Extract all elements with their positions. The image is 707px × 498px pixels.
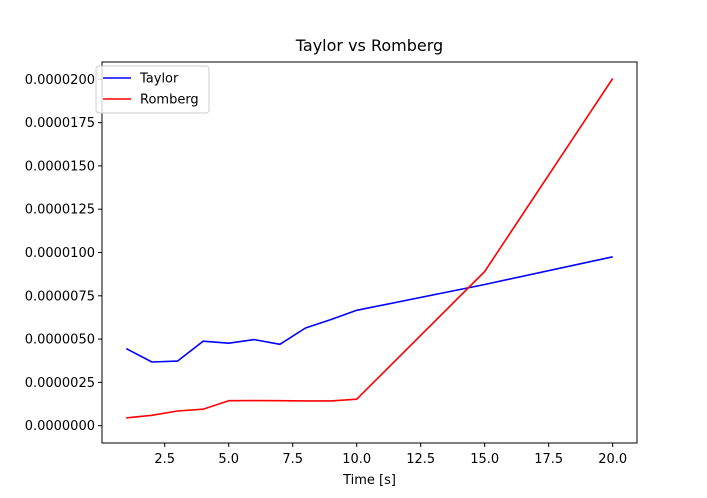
y-tick-label: 0.0000050: [25, 333, 95, 348]
x-tick-label: 10.0: [342, 452, 371, 467]
x-tick-label: 17.5: [534, 452, 563, 467]
legend: Taylor Romberg: [95, 65, 210, 114]
x-tick-label: 5.0: [218, 452, 239, 467]
y-tick-label: 0.0000100: [25, 246, 95, 261]
y-tick-label: 0.0000025: [25, 376, 95, 391]
x-axis-ticks: 2.5 5.0 7.5 10.0 12.5 15.0 17.5 20.0: [154, 443, 627, 467]
y-tick-label: 0.0000075: [25, 289, 95, 304]
y-tick-label: 0.0000000: [25, 419, 95, 434]
x-tick-label: 15.0: [470, 452, 499, 467]
y-tick-label: 0.0000175: [25, 116, 95, 131]
y-tick-label: 0.0000150: [25, 159, 95, 174]
x-tick-label: 20.0: [598, 452, 627, 467]
chart-title: Taylor vs Romberg: [295, 36, 443, 55]
x-tick-label: 12.5: [406, 452, 435, 467]
plot-frame: [101, 61, 638, 444]
x-tick-label: 2.5: [154, 452, 175, 467]
series-line-romberg: [126, 78, 614, 419]
y-axis-ticks: 0.0000000 0.0000025 0.0000050 0.0000075 0.00…: [25, 73, 102, 434]
series-line-taylor: [125, 256, 613, 363]
y-tick-label: 0.0000200: [25, 73, 95, 88]
x-tick-label: 7.5: [282, 452, 303, 467]
x-axis-label: Time [s]: [342, 473, 396, 488]
legend-label-taylor: Taylor: [139, 72, 179, 87]
plot-area: [125, 78, 614, 419]
legend-label-romberg: Romberg: [140, 93, 199, 108]
y-tick-label: 0.0000125: [25, 203, 95, 218]
